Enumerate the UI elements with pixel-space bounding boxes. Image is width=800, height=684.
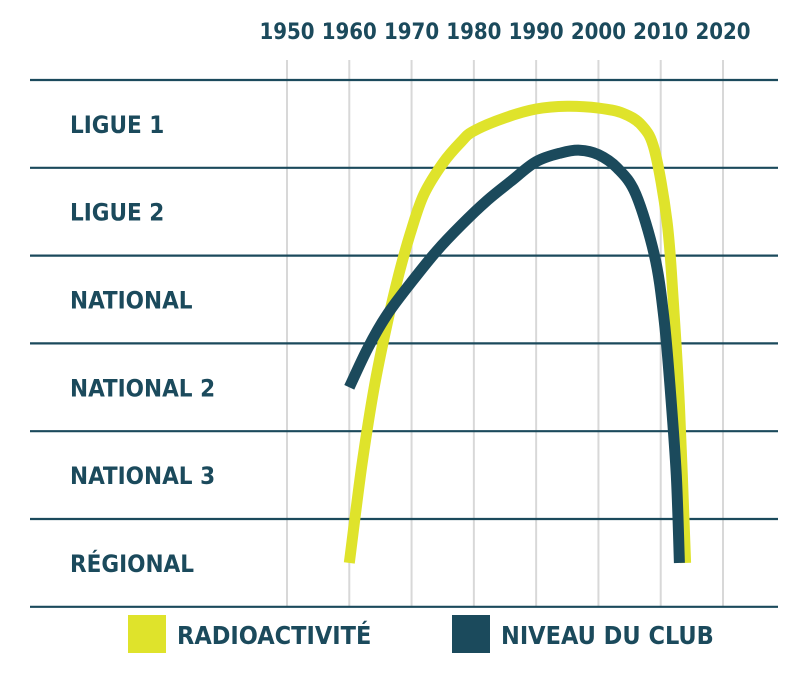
y-tick-label: NATIONAL (70, 287, 193, 315)
x-axis-ticks: 1950 1960 1970 1980 1990 2000 2010 2020 (259, 20, 750, 45)
y-tick-label: NATIONAL 3 (70, 462, 215, 490)
y-tick-label: NATIONAL 2 (70, 374, 215, 402)
series-lines (343, 100, 692, 564)
legend: RADIOACTIVITÉ NIVEAU DU CLUB (128, 615, 714, 653)
x-tick-label: 2020 (695, 20, 750, 45)
y-tick-label: LIGUE 2 (70, 199, 164, 227)
x-tick-label: 1960 (322, 20, 377, 45)
x-tick-label: 1970 (384, 20, 439, 45)
y-tick-label: LIGUE 1 (70, 111, 164, 139)
x-tick-label: 1990 (509, 20, 564, 45)
x-tick-label: 2010 (633, 20, 688, 45)
x-tick-label: 1980 (446, 20, 501, 45)
y-axis-ticks: LIGUE 1 LIGUE 2 NATIONAL NATIONAL 2 NATIONAL… (70, 111, 215, 578)
series-line-niveau-du-club (344, 144, 685, 564)
x-tick-label: 2000 (571, 20, 626, 45)
y-tick-label: RÉGIONAL (70, 549, 194, 578)
legend-swatch (128, 615, 166, 653)
x-tick-label: 1950 (259, 20, 314, 45)
legend-label: NIVEAU DU CLUB (501, 621, 714, 650)
legend-swatch (452, 615, 490, 653)
legend-label: RADIOACTIVITÉ (177, 621, 371, 650)
